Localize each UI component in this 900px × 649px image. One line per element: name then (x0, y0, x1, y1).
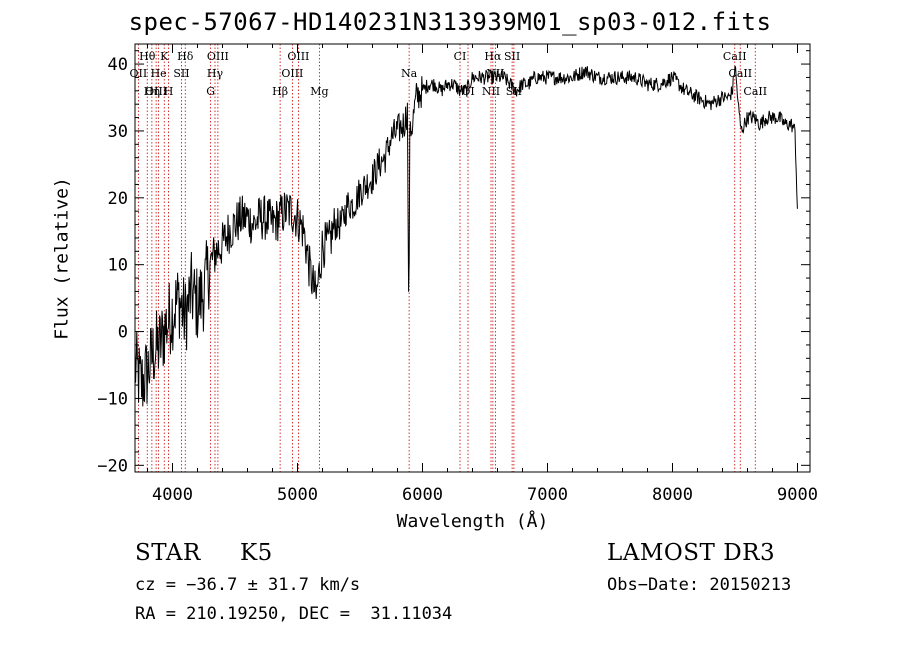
line-marker-label-2: Hδ (177, 50, 194, 63)
x-tick-label-2: 6000 (402, 485, 443, 505)
line-marker-label-12: SII (173, 67, 189, 80)
line-marker-label-26: CaII (743, 85, 767, 98)
line-marker-label-22: Mg (310, 85, 328, 98)
line-marker-label-11: He (151, 67, 167, 80)
line-marker-label-21: Hβ (272, 85, 288, 98)
line-marker-label-4: OIII (287, 50, 309, 63)
chart-title: spec-57067-HD140231N313939M01_sp03-012.f… (128, 8, 772, 36)
x-axis: 4000 5000 6000 7000 8000 9000 (147, 44, 818, 505)
line-marker-label-17: OIII (145, 85, 167, 98)
y-tick-label-6: 40 (108, 55, 128, 75)
x-tick-label-0: 4000 (152, 485, 193, 505)
line-marker-label-20: G (206, 85, 215, 98)
y-tick-label-1: −10 (97, 389, 128, 409)
line-marker-label-7: Hα (484, 50, 502, 63)
line-marker-label-5: Na (401, 67, 418, 80)
y-axis-label: Flux (relative) (51, 177, 73, 340)
survey-label: LAMOST DR3 (607, 540, 776, 566)
redshift-text: cz = −36.7 ± 31.7 km/s (135, 575, 361, 595)
y-tick-label-4: 20 (108, 189, 128, 209)
x-tick-label-4: 8000 (652, 485, 693, 505)
series-group (134, 65, 798, 407)
line-marker-label-19: H (164, 85, 174, 98)
line-marker-label-6: CI (454, 50, 467, 63)
line-marker-label-14: OIII (281, 67, 303, 80)
line-marker-label-1: K (160, 50, 169, 63)
line-marker-label-10: OII (130, 67, 148, 80)
spectrum-line (134, 65, 798, 407)
line-marker-label-13: Hγ (207, 67, 224, 80)
y-tick-label-5: 30 (108, 122, 128, 142)
line-marker-label-0: Hθ (139, 50, 156, 63)
line-marker-label-23: OI (461, 85, 474, 98)
line-marker-label-25: SII (506, 85, 522, 98)
line-marker-label-3: OIII (207, 50, 229, 63)
line-marker-label-18: Hη (144, 85, 160, 98)
x-tick-label-1: 5000 (277, 485, 318, 505)
line-marker-label-8: SII (504, 50, 520, 63)
subclass-label: K5 (240, 540, 273, 566)
x-tick-label-3: 7000 (527, 485, 568, 505)
y-tick-label-3: 10 (108, 256, 128, 276)
y-tick-label-2: 0 (118, 323, 128, 343)
line-marker-label-24: NII (482, 85, 500, 98)
line-marker-label-15: NII (486, 67, 504, 80)
coordinates-text: RA = 210.19250, DEC = 31.11034 (135, 604, 453, 624)
class-label: STAR (135, 540, 201, 566)
x-tick-label-5: 9000 (777, 485, 818, 505)
plot-frame (134, 43, 811, 473)
line-marker-group (137, 44, 756, 472)
y-tick-label-0: −20 (97, 456, 128, 476)
line-marker-label-16: CaII (728, 67, 752, 80)
y-axis: −20 −10 0 10 20 30 40 (97, 50, 810, 476)
line-marker-label-9: CaII (723, 50, 747, 63)
x-axis-label: Wavelength (Å) (396, 511, 549, 532)
obs-date-text: Obs−Date: 20150213 (607, 575, 792, 595)
